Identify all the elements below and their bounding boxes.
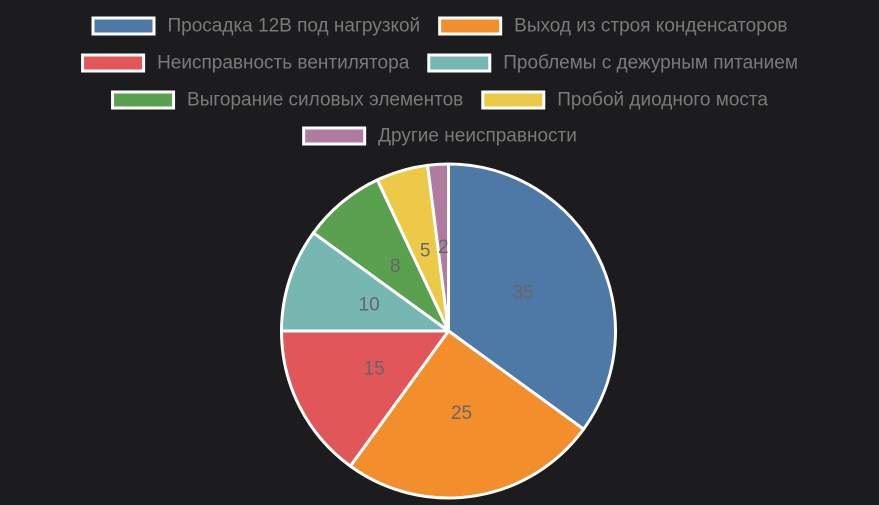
legend-item[interactable]: Другие неисправности: [302, 126, 577, 147]
slice-value-label: 10: [359, 295, 380, 316]
slice-value-label: 5: [420, 240, 431, 261]
slice-value-label: 35: [512, 283, 533, 304]
legend-label: Пробой диодного моста: [557, 90, 768, 111]
legend-swatch: [91, 16, 156, 36]
slice-value-label: 25: [451, 403, 472, 424]
legend-label: Проблемы с дежурным питанием: [503, 53, 798, 74]
legend-label: Выгорание силовых элементов: [187, 90, 463, 111]
pie-slices: [280, 162, 617, 500]
slice-value-label: 15: [364, 358, 385, 379]
legend-label: Другие неисправности: [378, 126, 577, 147]
pie-slice[interactable]: [447, 162, 617, 431]
legend-label: Выход из строя конденсаторов: [514, 16, 787, 37]
slice-value-label: 8: [390, 256, 401, 277]
legend-swatch: [81, 53, 146, 73]
legend-item[interactable]: Неисправность вентилятора: [81, 53, 410, 74]
legend-swatch: [111, 90, 176, 110]
legend-item[interactable]: Выход из строя конденсаторов: [438, 16, 788, 37]
pie-slice[interactable]: [426, 162, 450, 333]
legend-swatch: [302, 126, 367, 146]
legend-swatch: [427, 53, 492, 73]
legend-label: Неисправность вентилятора: [157, 53, 410, 74]
legend-swatch: [481, 90, 546, 110]
legend-item[interactable]: Проблемы с дежурным питанием: [427, 53, 798, 74]
slice-value-label: 2: [438, 237, 449, 258]
pie-slice[interactable]: [348, 329, 586, 500]
legend-item[interactable]: Выгорание силовых элементов: [111, 90, 464, 111]
legend-item[interactable]: Просадка 12В под нагрузкой: [91, 16, 421, 37]
legend-swatch: [438, 16, 503, 36]
pie-data-labels: 35 25 15 10 85 2: [359, 237, 534, 424]
pie-slice[interactable]: [280, 231, 450, 333]
chart-legend: Просадка 12В под нагрузкой Выход из строя…: [81, 16, 798, 147]
pie-slice[interactable]: [280, 329, 450, 468]
legend-label: Просадка 12В под нагрузкой: [168, 16, 421, 37]
legend-item[interactable]: Пробой диодного моста: [481, 90, 769, 111]
